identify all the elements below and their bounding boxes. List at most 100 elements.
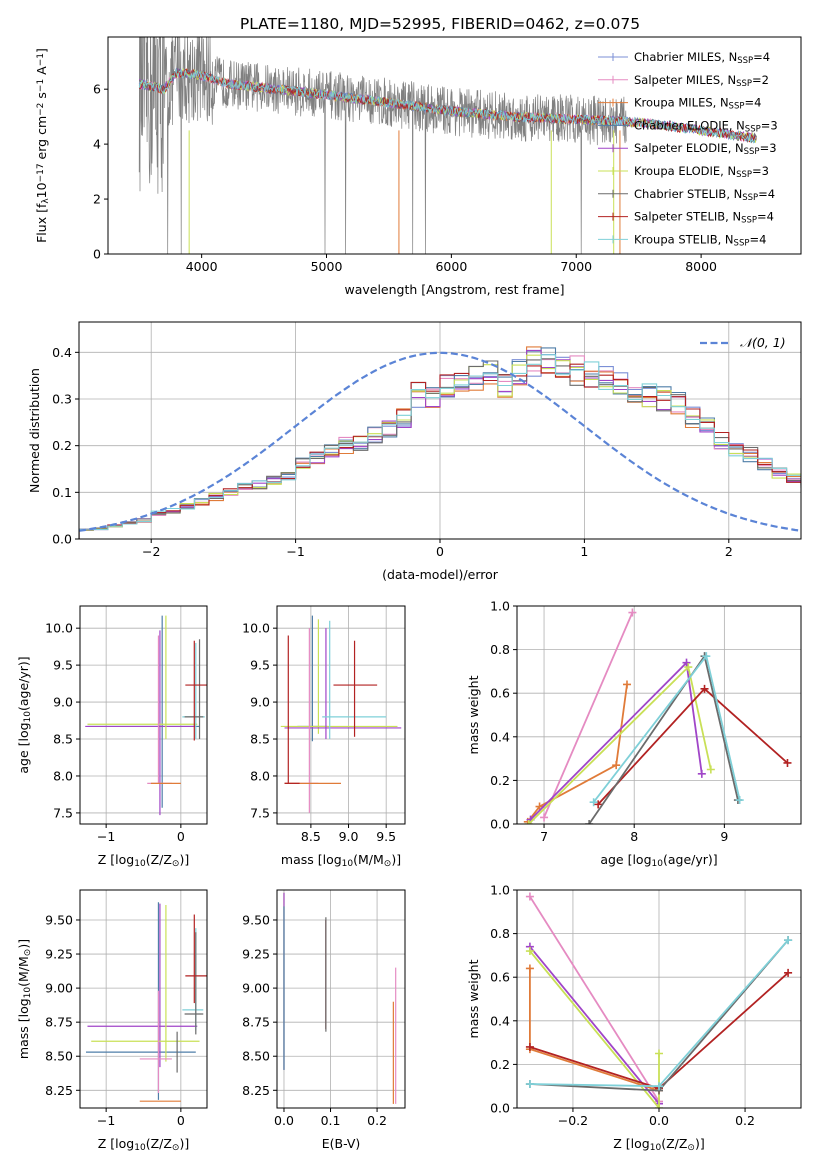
errorbar-point — [139, 990, 172, 1094]
legend-entry: Chabrier ELODIE, NSSP=3 — [634, 118, 778, 134]
errorbar-point — [182, 928, 204, 1031]
histogram-series — [79, 354, 801, 539]
x-axis-label: age [log10(age/yr)] — [600, 852, 717, 869]
errorbar-point — [284, 628, 402, 740]
grid-lines — [277, 606, 405, 824]
x-tick-label: 2 — [725, 544, 733, 559]
y-tick-label: 6 — [93, 82, 101, 97]
age-vs-mass-panel: 8.5 9.0 9.5 7.5 8.0 8.5 9.0 9.5 10.0 mass [log10(… — [242, 605, 406, 869]
y-axis-label: mass weight — [466, 675, 481, 754]
x-axis-label: wavelength [Angstrom, rest frame] — [344, 282, 564, 297]
residuals-panel: −2 −1 0 1 2 0.0 0.1 0.2 0.3 0.4 (data-model)/error… — [27, 321, 802, 582]
y-tick-label: 9.5 — [250, 658, 270, 673]
legend-entry: 𝒩(0, 1) — [740, 335, 786, 350]
x-tick-label: 0.0 — [649, 1113, 669, 1128]
series-marker — [540, 813, 549, 822]
series-marker — [700, 684, 709, 693]
y-tick-label: 4 — [93, 137, 101, 152]
spectrum-panel: 4000 5000 6000 7000 8000 0 2 4 6 wavelength [Angs… — [34, 36, 802, 297]
x-axis-label: mass [log10(M/M⊙)] — [281, 852, 401, 869]
series-marker — [655, 1104, 663, 1108]
x-tick-label: 0 — [177, 829, 185, 844]
weight-series — [523, 680, 631, 824]
mass-vs-EBV-panel: 0.0 0.1 0.2 8.25 8.50 8.75 9.00 9.25 9.50 E(B-V) — [242, 889, 406, 1151]
y-tick-label: 0.4 — [52, 345, 72, 360]
model-spectrum — [138, 68, 757, 143]
mass-vs-Z-panel: −1 0 8.25 8.50 8.75 9.00 9.25 9.50 Z [log10(Z/Z⊙… — [16, 889, 208, 1153]
x-tick-label: 0 — [436, 544, 444, 559]
x-tick-label: 8.5 — [301, 829, 321, 844]
histogram-series — [79, 355, 801, 539]
legend-entry: Salpeter ELODIE, NSSP=3 — [634, 141, 777, 157]
y-tick-label: 9.50 — [242, 912, 270, 927]
x-tick-label: 1 — [580, 544, 588, 559]
x-tick-label: 8000 — [685, 259, 717, 274]
x-tick-label: 4000 — [186, 259, 218, 274]
y-tick-label: 0 — [93, 247, 101, 262]
y-tick-label: 10.0 — [242, 621, 270, 636]
y-tick-label: 9.00 — [45, 981, 73, 996]
x-tick-label: 0 — [177, 1113, 185, 1128]
gaussian-curve — [79, 351, 799, 532]
x-tick-label: 7 — [540, 829, 548, 844]
series-marker — [706, 765, 715, 774]
series-marker — [697, 769, 706, 778]
x-tick-label: 8 — [630, 829, 638, 844]
errorbar-point — [87, 903, 198, 1068]
weight-series — [525, 947, 663, 1108]
x-tick-label: −0.2 — [558, 1113, 588, 1128]
axes-frame — [79, 605, 208, 825]
legend-entry: Kroupa MILES, NSSP=4 — [634, 96, 761, 112]
series-line — [529, 946, 660, 1105]
x-tick-label: 0.2 — [367, 1113, 387, 1128]
y-tick-label: 0.0 — [490, 1101, 510, 1116]
y-tick-label: 0.2 — [490, 1057, 510, 1072]
axes-frame — [276, 605, 406, 825]
histogram-series — [79, 363, 801, 539]
series-marker — [684, 663, 693, 672]
x-tick-label: −1 — [286, 544, 304, 559]
legend-entry: Kroupa ELODIE, NSSP=3 — [634, 164, 769, 180]
weight-vs-Z-panel: −0.2 0.0 0.2 0.0 0.2 0.4 0.6 0.8 1.0 Z [log10(Z/Z… — [466, 883, 802, 1153]
grid-lines — [80, 606, 207, 824]
axes-frame — [516, 605, 802, 825]
y-tick-label: 9.5 — [53, 658, 73, 673]
errorbar-point — [284, 635, 300, 784]
y-tick-label: 8.25 — [45, 1083, 73, 1098]
x-axis-label: E(B-V) — [322, 1136, 361, 1151]
legend-entry: Salpeter STELIB, NSSP=4 — [634, 210, 774, 226]
x-axis-label: Z [log10(Z/Z⊙)] — [98, 852, 189, 869]
errorbar-point — [87, 615, 200, 808]
errorbar-point — [185, 914, 207, 1004]
y-tick-label: 8.50 — [242, 1049, 270, 1064]
weight-vs-age-panel: 7 8 9 0.0 0.2 0.4 0.6 0.8 1.0 age [log10(age/yr)]… — [466, 599, 802, 869]
x-tick-label: 6000 — [435, 259, 467, 274]
weight-series — [589, 652, 744, 807]
errorbar-point — [333, 640, 378, 737]
y-tick-label: 1.0 — [490, 883, 510, 898]
x-tick-label: −1 — [97, 1113, 115, 1128]
y-tick-label: 7.5 — [53, 805, 73, 820]
series-line — [529, 896, 660, 1102]
y-tick-label: 0.8 — [490, 642, 510, 657]
x-tick-label: 9.0 — [339, 829, 359, 844]
errorbar-point — [85, 630, 196, 816]
y-tick-label: 0.1 — [52, 485, 72, 500]
y-tick-label: 8.50 — [45, 1049, 73, 1064]
y-tick-label: 0.6 — [490, 970, 510, 985]
series-marker — [589, 798, 598, 807]
x-tick-label: 0.1 — [321, 1113, 341, 1128]
errorbar-point — [284, 628, 319, 813]
figure-title: PLATE=1180, MJD=52995, FIBERID=0462, z=0… — [240, 15, 640, 33]
errorbar-point — [91, 904, 200, 1062]
series-marker — [784, 968, 793, 977]
series-marker — [783, 758, 792, 767]
series-marker — [525, 947, 534, 956]
errorbar-point — [297, 615, 328, 742]
grid-lines — [80, 890, 207, 1108]
series-marker — [628, 608, 637, 617]
y-tick-label: 1.0 — [490, 599, 510, 614]
x-tick-label: −2 — [142, 544, 160, 559]
age-vs-Z-panel: −1 0 7.5 8.0 8.5 9.0 9.5 10.0 Z [log10(Z/Z⊙)] age… — [16, 605, 208, 869]
